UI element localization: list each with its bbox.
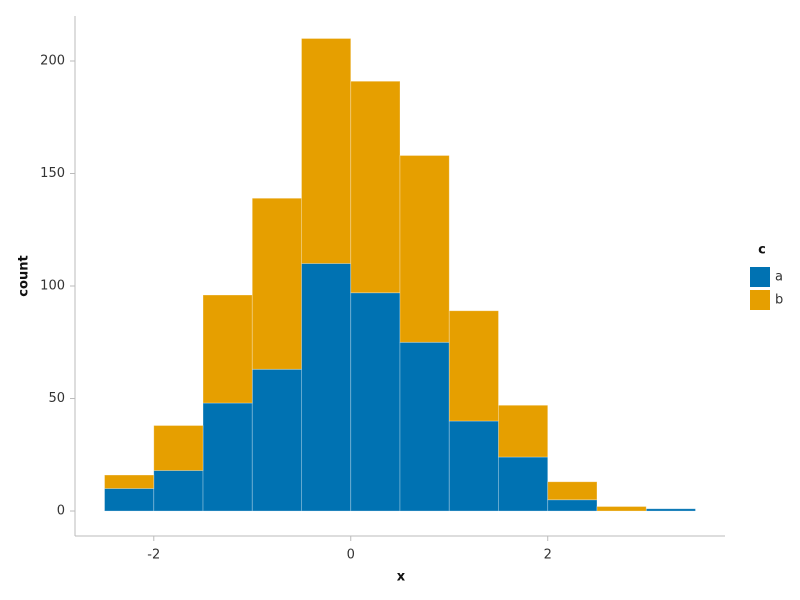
bar — [251, 368, 302, 512]
legend-swatch — [750, 290, 770, 310]
bar — [104, 474, 155, 489]
bar — [498, 456, 549, 512]
x-tick-label: 0 — [347, 548, 355, 563]
x-tick-label: -2 — [147, 548, 160, 563]
bar — [350, 292, 401, 512]
bar — [399, 341, 450, 512]
legend-swatch — [750, 267, 770, 287]
bar — [448, 420, 499, 512]
bar — [547, 499, 598, 512]
y-tick-label: 150 — [40, 166, 65, 181]
legend-label: a — [775, 270, 783, 285]
bar — [104, 488, 155, 512]
legend-label: b — [775, 293, 783, 308]
x-tick-label: 2 — [544, 548, 552, 563]
bar — [301, 263, 352, 512]
y-tick-label: 200 — [40, 54, 65, 69]
y-axis-label: count — [17, 255, 32, 296]
bar — [202, 294, 253, 404]
bar — [202, 402, 253, 512]
bar — [350, 80, 401, 294]
y-tick-label: 0 — [57, 504, 65, 519]
bar — [399, 155, 450, 343]
x-axis-label: x — [397, 570, 406, 585]
legend-title: c — [758, 243, 766, 258]
bar — [498, 404, 549, 458]
bar — [448, 310, 499, 422]
y-tick-label: 100 — [40, 279, 65, 294]
bar — [645, 508, 696, 512]
bar — [596, 506, 647, 512]
bar — [153, 425, 204, 471]
bar — [153, 470, 204, 512]
bar — [251, 197, 302, 370]
bar — [547, 481, 598, 501]
y-tick-label: 50 — [48, 391, 65, 406]
bar — [301, 38, 352, 264]
